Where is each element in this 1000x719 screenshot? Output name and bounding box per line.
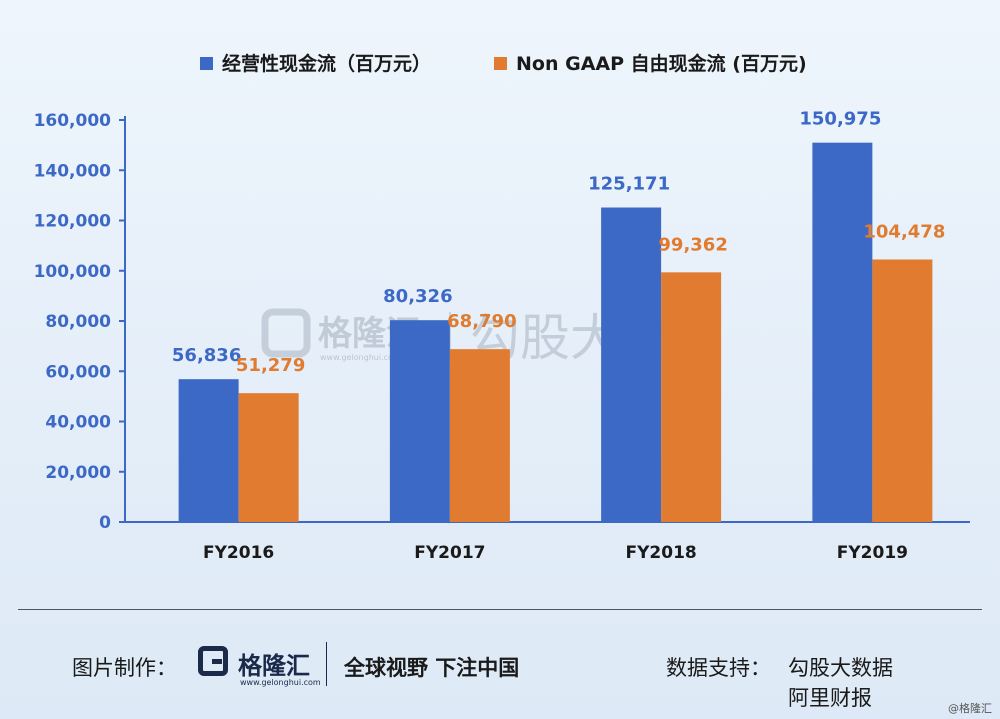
- x-tick-label: FY2016: [203, 543, 274, 563]
- data-label: 80,326: [383, 286, 452, 307]
- data-label: 99,362: [658, 234, 727, 255]
- gelonghui-logo-icon: [198, 646, 228, 676]
- source-item-2: 阿里财报: [788, 686, 872, 710]
- bar-fcf-FY2016: [238, 393, 299, 522]
- data-label: 51,279: [236, 355, 305, 376]
- bar-operating-cf-FY2016: [178, 379, 239, 522]
- y-tick-label: 60,000: [45, 362, 111, 382]
- y-tick-label: 20,000: [45, 463, 111, 483]
- x-tick-label: FY2018: [626, 543, 697, 563]
- y-tick-label: 140,000: [34, 161, 112, 181]
- data-label: 150,975: [799, 109, 881, 130]
- bar-fcf-FY2018: [661, 272, 722, 522]
- bar-fcf-FY2017: [449, 349, 510, 522]
- bar-operating-cf-FY2019: [812, 142, 873, 523]
- footer-brand-url: www.gelonghui.com: [240, 678, 321, 687]
- y-tick-label: 40,000: [45, 413, 111, 433]
- y-tick-label: 120,000: [34, 212, 112, 232]
- data-label: 56,836: [172, 345, 241, 366]
- footer-slogan: 全球视野 下注中国: [344, 656, 520, 680]
- legend-label-2: Non GAAP 自由现金流 (百万元): [516, 52, 807, 75]
- x-tick-label: FY2017: [414, 543, 485, 563]
- source-label: 数据支持：: [666, 656, 771, 680]
- legend-swatch-2: [494, 57, 507, 70]
- corner-watermark: @格隆汇: [948, 702, 992, 715]
- bar-operating-cf-FY2017: [389, 320, 450, 522]
- y-tick-label: 100,000: [34, 262, 112, 282]
- data-label: 104,478: [863, 221, 945, 242]
- watermark-url: www.gelonghui.com: [320, 353, 401, 362]
- bar-fcf-FY2019: [872, 259, 933, 522]
- legend-label-1: 经营性现金流（百万元）: [222, 52, 431, 75]
- legend-swatch-1: [200, 57, 213, 70]
- y-tick-label: 80,000: [45, 312, 111, 332]
- footer-brand: 格隆汇: [238, 652, 310, 680]
- watermark-logo-icon: [261, 308, 311, 358]
- footer-divider: [18, 609, 982, 610]
- data-label: 68,790: [447, 311, 516, 332]
- source-item-1: 勾股大数据: [788, 656, 893, 680]
- y-tick-label: 0: [99, 513, 111, 533]
- footer-separator: [326, 642, 327, 686]
- made-by-label: 图片制作：: [72, 656, 177, 680]
- bar-operating-cf-FY2018: [601, 207, 662, 522]
- data-label: 125,171: [588, 174, 670, 195]
- x-tick-label: FY2019: [837, 543, 908, 563]
- y-tick-label: 160,000: [34, 111, 112, 131]
